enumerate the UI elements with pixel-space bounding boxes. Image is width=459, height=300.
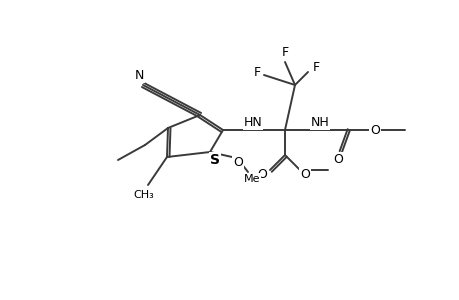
Text: NH: NH bbox=[310, 116, 329, 128]
Text: N: N bbox=[134, 68, 143, 82]
Text: F: F bbox=[312, 61, 319, 74]
Text: O: O bbox=[233, 155, 242, 169]
Text: O: O bbox=[299, 167, 309, 181]
Text: O: O bbox=[369, 124, 379, 136]
Text: O: O bbox=[332, 152, 342, 166]
Text: F: F bbox=[281, 46, 288, 59]
Text: F: F bbox=[253, 65, 260, 79]
Text: HN: HN bbox=[243, 116, 262, 128]
Text: O: O bbox=[257, 167, 266, 181]
Text: Me: Me bbox=[243, 174, 260, 184]
Text: CH₃: CH₃ bbox=[133, 190, 154, 200]
Text: S: S bbox=[210, 153, 219, 167]
